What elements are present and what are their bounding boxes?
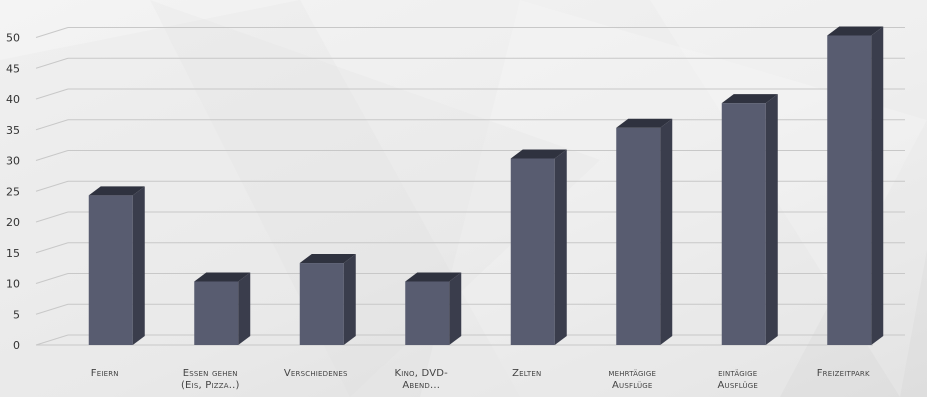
bar-top xyxy=(510,149,567,159)
bar-front xyxy=(405,281,450,345)
x-tick-label: mehrtägige Ausflüge xyxy=(608,368,656,391)
bar-side xyxy=(238,272,251,345)
bar xyxy=(88,186,145,345)
bar-front xyxy=(721,103,766,346)
bar-top xyxy=(827,26,884,36)
bar-top xyxy=(616,118,673,128)
bar-front xyxy=(510,158,555,345)
x-tick-label: Feiern xyxy=(91,368,119,379)
gridline-perspective xyxy=(35,150,69,161)
y-tick-label: 20 xyxy=(6,216,20,229)
gridline-perspective xyxy=(35,119,69,131)
gridline-perspective xyxy=(35,242,69,254)
y-tick-label: 5 xyxy=(13,308,20,321)
y-tick-label: 45 xyxy=(6,62,20,75)
bar-front xyxy=(88,195,133,345)
gridline-perspective xyxy=(35,27,69,38)
bar-front xyxy=(194,281,239,345)
bars xyxy=(88,26,884,346)
gridline-perspective xyxy=(35,180,69,192)
bar xyxy=(616,118,673,345)
bar-side xyxy=(554,149,567,345)
gridline-perspective xyxy=(35,57,69,69)
bar-side xyxy=(871,26,884,345)
y-tick-label: 0 xyxy=(13,339,20,352)
bar-side xyxy=(660,118,673,345)
y-tick-label: 30 xyxy=(6,155,20,168)
y-axis: 0 5 10 15 20 25 30 35 40 45 50 xyxy=(6,32,20,353)
gridline-perspective xyxy=(35,303,69,315)
y-tick-label: 35 xyxy=(6,124,20,137)
bar-front xyxy=(616,127,661,345)
bar xyxy=(299,254,356,345)
bar-side xyxy=(132,186,145,345)
x-tick-label: Freizeitpark xyxy=(817,368,870,379)
bar xyxy=(510,149,567,345)
decoration-shape xyxy=(150,0,600,397)
bar-top xyxy=(194,272,251,282)
gridline-perspective xyxy=(35,88,69,100)
bar-front xyxy=(827,35,872,345)
y-tick-label: 40 xyxy=(6,93,20,106)
bar xyxy=(405,272,462,345)
bar xyxy=(721,94,778,346)
bar-front xyxy=(299,263,344,345)
x-tick-label: eintägige Ausflüge xyxy=(717,368,758,391)
bar-top xyxy=(405,272,462,282)
bar-side xyxy=(343,254,356,345)
gridline-perspective xyxy=(35,334,69,346)
bar xyxy=(194,272,251,345)
x-tick-label: Kino, DVD-Abend... xyxy=(395,368,449,391)
x-axis: Feiern Essen gehen (Eis, Pizza..) Verschied… xyxy=(91,368,870,391)
x-tick-label: Essen gehen (Eis, Pizza..) xyxy=(181,368,240,391)
x-tick-label: Zelten xyxy=(512,368,541,379)
bar-top xyxy=(721,94,778,104)
x-tick-label: Verschiedenes xyxy=(284,368,348,379)
gridline-perspective xyxy=(35,273,69,284)
bar xyxy=(827,26,884,345)
bar-top xyxy=(88,186,145,196)
gridline-perspective xyxy=(35,211,69,223)
y-tick-label: 50 xyxy=(6,32,20,45)
y-tick-label: 10 xyxy=(6,278,20,291)
bar-side xyxy=(765,94,778,346)
y-tick-label: 15 xyxy=(6,247,20,260)
y-tick-label: 25 xyxy=(6,185,20,198)
bar-side xyxy=(449,272,462,345)
bar-top xyxy=(299,254,356,264)
